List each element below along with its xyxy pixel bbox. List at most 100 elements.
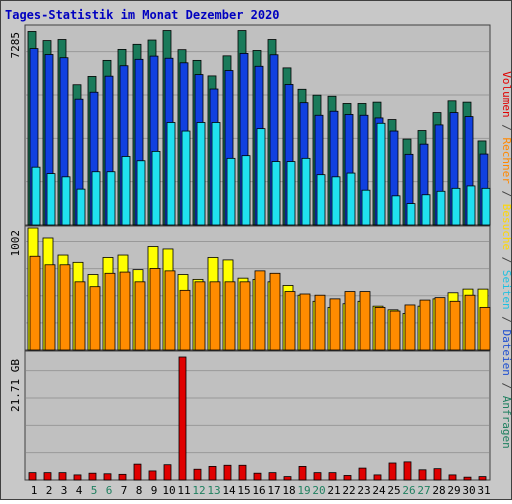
legend-part-3: / <box>500 184 512 204</box>
legend-part-0: Volumen <box>500 71 512 117</box>
bar-volumen-day-21 <box>328 472 337 481</box>
legend-part-2: Rechner <box>500 137 512 184</box>
bar-rechner-day-29 <box>449 300 461 351</box>
bar-seiten-day-21 <box>331 176 341 226</box>
bar-volumen-day-2 <box>43 472 52 481</box>
x-label-day-13: 13 <box>207 484 220 497</box>
panel-volumen: 21.71 GB <box>9 350 491 481</box>
chart-panels: 7285 1002 21.71 GB <box>9 24 491 481</box>
bar-volumen-day-12 <box>193 468 202 481</box>
bar-rechner-day-30 <box>464 294 476 351</box>
x-label-day-9: 9 <box>151 484 158 497</box>
bar-volumen-day-16 <box>253 472 262 481</box>
bar-volumen-day-26 <box>403 461 412 481</box>
bar-rechner-day-24 <box>374 306 386 351</box>
bar-rechner-day-13 <box>209 281 221 351</box>
legend-part-6: Seiten <box>500 270 512 310</box>
bar-rechner-day-9 <box>149 268 161 351</box>
bar-volumen-day-19 <box>298 466 307 481</box>
panel-besuche-rechner: 1002 <box>9 225 491 351</box>
bar-volumen-day-4 <box>73 474 82 481</box>
bar-seiten-day-1 <box>31 166 41 226</box>
bar-seiten-day-4 <box>76 188 86 226</box>
bar-volumen-day-8 <box>133 463 142 481</box>
y-max-label: 1002 <box>9 230 22 257</box>
x-label-day-28: 28 <box>432 484 445 497</box>
bar-volumen-day-6 <box>103 473 112 481</box>
bar-seiten-day-23 <box>361 189 371 226</box>
x-label-day-20: 20 <box>312 484 325 497</box>
bar-volumen-day-17 <box>268 472 277 481</box>
bar-seiten-day-28 <box>436 190 446 226</box>
bar-volumen-day-23 <box>358 467 367 481</box>
bar-volumen-day-9 <box>148 470 157 481</box>
x-label-day-10: 10 <box>162 484 175 497</box>
bar-rechner-day-1 <box>29 255 41 351</box>
legend-part-1: / <box>500 118 512 138</box>
bar-rechner-day-5 <box>89 286 101 351</box>
legend-part-8: Dateien <box>500 330 512 376</box>
bar-rechner-day-8 <box>134 281 146 351</box>
bar-seiten-day-13 <box>211 122 221 226</box>
bar-volumen-day-29 <box>448 474 457 481</box>
bar-seiten-day-3 <box>61 176 71 226</box>
chart-title: Tages-Statistik im Monat Dezember 2020 <box>5 8 280 22</box>
x-label-day-19: 19 <box>297 484 310 497</box>
bar-rechner-day-4 <box>74 281 86 351</box>
bar-seiten-day-6 <box>106 171 116 226</box>
bar-seiten-day-12 <box>196 122 206 226</box>
bar-seiten-day-25 <box>391 195 401 226</box>
bar-volumen-day-3 <box>58 472 67 481</box>
bar-seiten-day-14 <box>226 157 236 226</box>
bar-rechner-day-31 <box>479 306 491 351</box>
panel-anfragen-dateien-seiten: 7285 <box>9 24 491 226</box>
x-label-day-29: 29 <box>447 484 460 497</box>
bar-seiten-day-11 <box>181 130 191 226</box>
bar-rechner-day-6 <box>104 272 116 351</box>
bar-volumen-day-18 <box>283 476 292 481</box>
x-label-day-2: 2 <box>46 484 53 497</box>
x-label-day-4: 4 <box>76 484 83 497</box>
bar-volumen-day-13 <box>208 466 217 481</box>
x-label-day-17: 17 <box>267 484 280 497</box>
bar-seiten-day-26 <box>406 203 416 226</box>
x-label-day-24: 24 <box>372 484 386 497</box>
x-label-day-27: 27 <box>417 484 430 497</box>
bar-seiten-day-18 <box>286 161 296 226</box>
x-label-day-26: 26 <box>402 484 415 497</box>
bar-volumen-day-1 <box>28 472 37 481</box>
bar-rechner-day-14 <box>224 281 236 351</box>
bar-volumen-day-25 <box>388 462 397 481</box>
legend-part-10: Anfragen <box>500 396 512 449</box>
x-label-day-21: 21 <box>327 484 340 497</box>
bar-volumen-day-7 <box>118 473 127 481</box>
bar-seiten-day-15 <box>241 155 251 226</box>
bar-rechner-day-27 <box>419 299 431 351</box>
x-label-day-8: 8 <box>136 484 143 497</box>
bar-rechner-day-22 <box>344 291 356 351</box>
x-label-day-11: 11 <box>177 484 190 497</box>
bar-seiten-day-17 <box>271 161 281 226</box>
bar-volumen-day-20 <box>313 472 322 481</box>
bar-rechner-day-25 <box>389 310 401 351</box>
bar-rechner-day-16 <box>254 270 266 351</box>
bar-rechner-day-20 <box>314 294 326 351</box>
x-label-day-30: 30 <box>462 484 475 497</box>
x-label-day-1: 1 <box>31 484 38 497</box>
bar-rechner-day-21 <box>329 298 341 351</box>
x-label-day-23: 23 <box>357 484 370 497</box>
x-label-day-14: 14 <box>222 484 236 497</box>
bar-seiten-day-27 <box>421 194 431 226</box>
bar-seiten-day-9 <box>151 150 161 226</box>
bar-rechner-day-28 <box>434 297 446 351</box>
y-max-label: 7285 <box>9 32 22 59</box>
bar-seiten-day-10 <box>166 122 176 226</box>
x-label-day-6: 6 <box>106 484 113 497</box>
bar-volumen-day-30 <box>463 476 472 481</box>
x-label-day-3: 3 <box>61 484 68 497</box>
bar-seiten-day-29 <box>451 187 461 226</box>
plot-area <box>24 350 491 481</box>
bar-seiten-day-20 <box>316 174 326 226</box>
